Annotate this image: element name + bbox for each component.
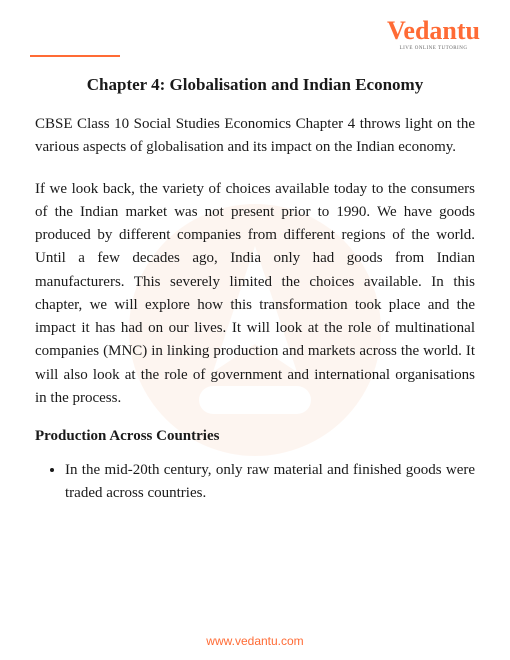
logo-text: Vedantu: [387, 18, 480, 44]
document-content: Chapter 4: Globalisation and Indian Econ…: [0, 0, 510, 526]
section-heading: Production Across Countries: [35, 428, 475, 445]
chapter-title: Chapter 4: Globalisation and Indian Econ…: [35, 75, 475, 95]
bullet-list: In the mid-20th century, only raw materi…: [35, 459, 475, 506]
footer-url: www.vedantu.com: [0, 634, 510, 648]
body-paragraph: If we look back, the variety of choices …: [35, 178, 475, 411]
intro-paragraph: CBSE Class 10 Social Studies Economics C…: [35, 113, 475, 160]
list-item: In the mid-20th century, only raw materi…: [65, 459, 475, 506]
logo-tagline: LIVE ONLINE TUTORING: [387, 46, 480, 51]
brand-logo: Vedantu LIVE ONLINE TUTORING: [387, 18, 480, 51]
